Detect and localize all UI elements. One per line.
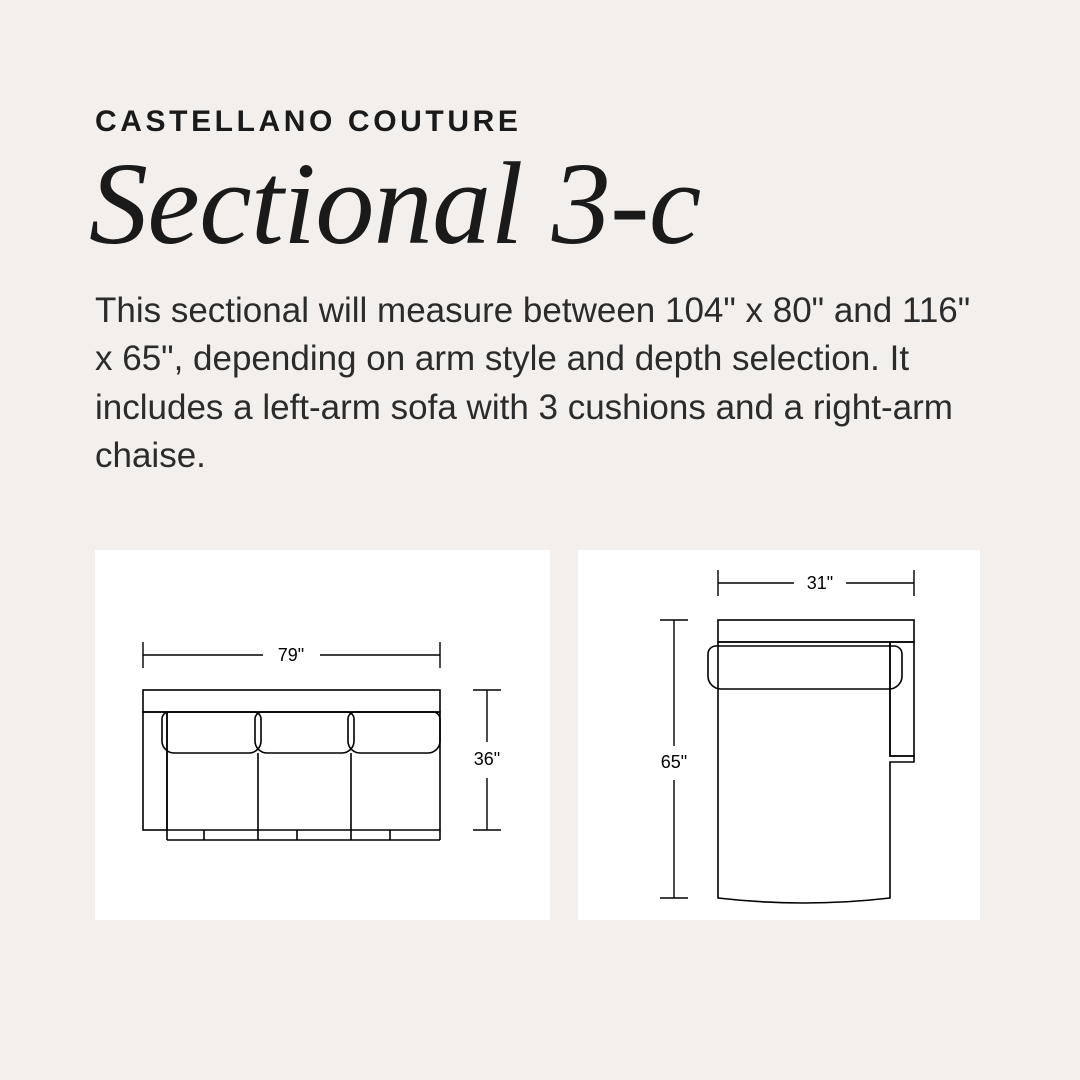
chaise-height-label: 65" <box>661 752 687 772</box>
sofa-diagram: 79" 36" <box>95 550 550 920</box>
sofa-width-label: 79" <box>278 645 304 665</box>
sofa-outline <box>143 690 440 840</box>
chaise-diagram-panel: 31" 65" <box>578 550 980 920</box>
sofa-depth-label: 36" <box>474 749 500 769</box>
diagram-row: 79" 36" <box>95 550 985 920</box>
chaise-width-label: 31" <box>807 573 833 593</box>
chaise-outline <box>708 620 914 903</box>
product-description: This sectional will measure between 104"… <box>95 287 975 480</box>
product-title: Sectional 3-c <box>89 145 985 263</box>
sofa-diagram-panel: 79" 36" <box>95 550 550 920</box>
brand-eyebrow: CASTELLANO COUTURE <box>95 105 985 139</box>
chaise-diagram: 31" 65" <box>578 550 980 920</box>
